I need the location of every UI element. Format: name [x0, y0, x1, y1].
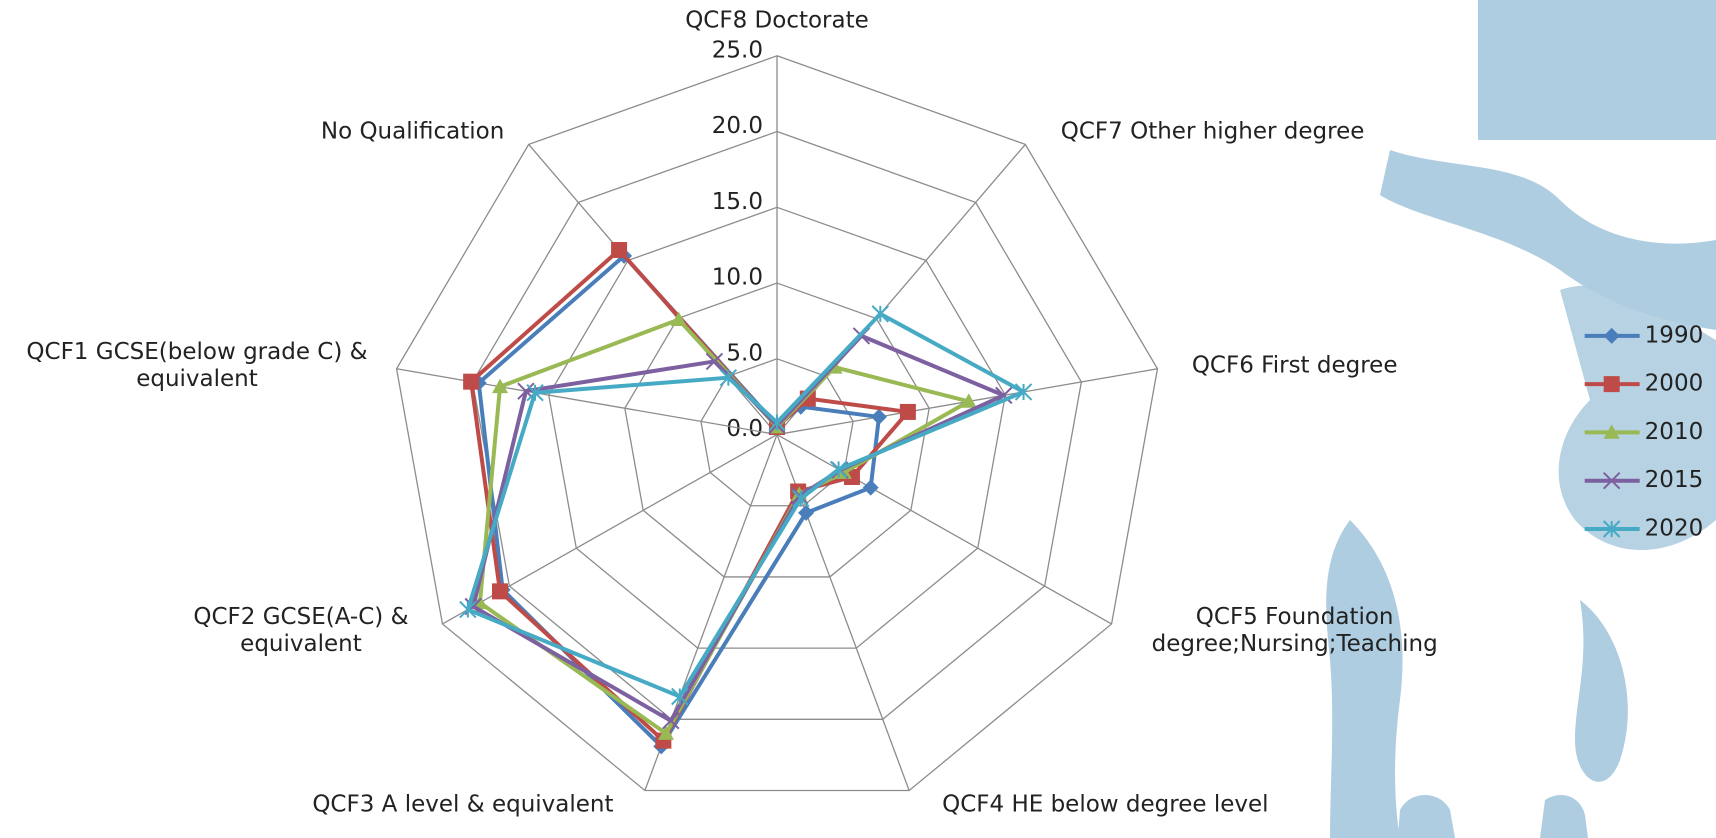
marker	[900, 404, 916, 420]
marker	[1604, 376, 1620, 392]
page: 0.05.010.015.020.025.0199020002010201520…	[0, 0, 1716, 838]
category-label: QCF7 Other higher degree	[1013, 118, 1413, 145]
r-tick-label: 15.0	[712, 189, 763, 215]
marker	[460, 602, 476, 618]
marker	[871, 409, 887, 425]
r-tick-label: 20.0	[712, 113, 763, 139]
legend-label: 2020	[1645, 515, 1704, 541]
category-label: QCF8 Doctorate	[627, 8, 927, 35]
r-tick-label: 25.0	[712, 37, 763, 63]
series-line	[473, 336, 1004, 721]
category-label: QCF6 First degree	[1145, 352, 1445, 379]
marker	[872, 306, 888, 322]
marker	[863, 480, 879, 496]
marker	[1016, 384, 1032, 400]
category-label: QCF2 GCSE(A-C) & equivalent	[171, 604, 431, 658]
series-line	[471, 250, 908, 741]
category-label: QCF4 HE below degree level	[905, 791, 1305, 818]
spoke	[777, 435, 1112, 624]
marker	[463, 374, 479, 390]
series-line	[479, 256, 879, 747]
r-tick-label: 10.0	[712, 265, 763, 291]
marker	[611, 242, 627, 258]
chart: 0.05.010.015.020.025.0199020002010201520…	[0, 0, 1716, 838]
legend-label: 2000	[1645, 371, 1704, 397]
category-label: No Qualification	[263, 118, 563, 145]
category-label: QCF3 A level & equivalent	[263, 791, 663, 818]
r-tick-label: 5.0	[726, 340, 763, 366]
marker	[492, 583, 508, 599]
category-label: QCF5 Foundation degree;Nursing;Teaching	[1125, 604, 1465, 658]
legend-label: 1990	[1645, 322, 1704, 348]
legend-label: 2010	[1645, 419, 1704, 445]
legend-label: 2015	[1645, 467, 1704, 493]
category-label: QCF1 GCSE(below grade C) & equivalent	[12, 339, 382, 393]
